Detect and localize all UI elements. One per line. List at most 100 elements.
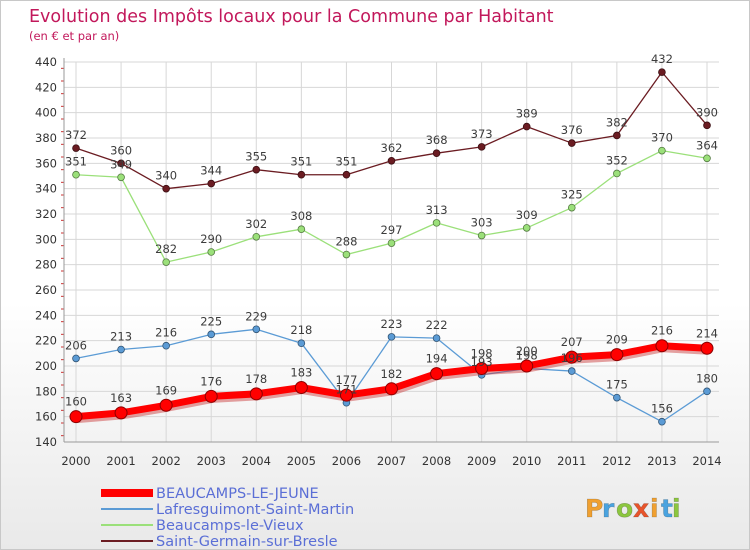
data-point [477, 143, 486, 151]
logo-letter: t [661, 494, 673, 523]
logo-letter: P [585, 494, 603, 523]
data-point [252, 325, 261, 334]
data-label: 352 [606, 153, 628, 167]
data-label: 216 [155, 326, 177, 340]
data-point [700, 341, 714, 355]
y-tick-label: 200 [35, 359, 57, 373]
x-tick-label: 2002 [152, 454, 181, 468]
chart-title: Evolution des Impôts locaux pour la Comm… [29, 7, 554, 27]
data-label: 206 [65, 338, 87, 352]
data-point [522, 122, 531, 131]
data-label: 290 [200, 232, 222, 246]
logo-letter: o [616, 494, 633, 523]
data-label: 288 [335, 235, 357, 249]
data-label: 340 [155, 169, 177, 183]
x-tick-label: 2014 [692, 454, 721, 468]
data-point [613, 169, 621, 178]
data-label: 351 [65, 155, 87, 169]
data-point [117, 345, 125, 354]
data-label: 303 [471, 216, 493, 230]
data-label: 313 [426, 203, 448, 217]
data-point [339, 388, 353, 402]
data-label: 182 [381, 367, 403, 381]
data-label: 370 [651, 131, 673, 145]
legend-label: Beaucamps-le-Vieux [156, 518, 304, 534]
y-tick-label: 420 [35, 80, 57, 94]
data-point [342, 250, 351, 259]
data-point [567, 203, 576, 212]
data-label: 360 [110, 143, 132, 157]
data-label: 302 [245, 217, 267, 231]
x-tick-label: 2008 [422, 454, 451, 468]
y-tick-label: 160 [35, 410, 57, 424]
data-point [432, 334, 441, 342]
y-tick-label: 280 [35, 258, 57, 272]
data-label: 297 [381, 223, 403, 237]
legend-label: BEAUCAMPS-LE-JEUNE [156, 486, 319, 502]
data-label: 169 [155, 383, 177, 397]
chart-subtitle: (en € et par an) [29, 29, 119, 43]
data-point [430, 367, 444, 381]
data-point [204, 389, 218, 403]
y-tick-label: 240 [35, 308, 57, 322]
data-point [613, 393, 621, 402]
data-label: 229 [245, 309, 267, 323]
y-tick-label: 440 [35, 55, 57, 69]
data-point [297, 339, 306, 348]
data-point [297, 225, 306, 234]
data-point [475, 362, 489, 376]
data-point [69, 410, 83, 424]
data-label: 209 [606, 333, 628, 347]
legend: BEAUCAMPS-LE-JEUNELafresguimont-Saint-Ma… [101, 486, 354, 549]
x-tick-label: 2006 [332, 454, 361, 468]
data-label: 308 [290, 209, 312, 223]
data-point [658, 417, 666, 426]
data-point [522, 224, 531, 232]
data-label: 178 [245, 372, 267, 386]
y-tick-label: 220 [35, 334, 57, 348]
x-tick-label: 2004 [242, 454, 271, 468]
x-tick-label: 2011 [557, 454, 586, 468]
data-point [655, 339, 669, 353]
data-point [162, 184, 170, 193]
data-label: 193 [471, 355, 493, 369]
data-point [252, 233, 261, 241]
data-label: 160 [65, 395, 87, 409]
data-point [567, 139, 576, 147]
data-label: 344 [200, 164, 222, 178]
data-label: 214 [696, 326, 718, 340]
data-label: 218 [290, 323, 312, 337]
grid-layer [64, 61, 719, 443]
data-label: 175 [606, 378, 628, 392]
x-tick-label: 2001 [106, 454, 135, 468]
data-label: 373 [471, 127, 493, 141]
data-point [117, 159, 125, 168]
data-label: 376 [561, 123, 583, 137]
data-point [477, 231, 486, 240]
data-point [520, 359, 534, 373]
legend-label: Saint-Germain-sur-Bresle [156, 534, 338, 549]
data-point [703, 387, 711, 396]
data-point [565, 350, 579, 364]
data-label: 213 [110, 330, 132, 344]
data-label: 432 [651, 52, 673, 66]
data-label: 390 [696, 105, 718, 119]
data-label: 216 [651, 324, 673, 338]
data-label: 156 [651, 402, 673, 416]
x-tick-label: 2005 [287, 454, 316, 468]
y-tick-label: 360 [35, 156, 57, 170]
data-label: 180 [696, 371, 718, 385]
data-point [162, 341, 170, 350]
y-tick-label: 300 [35, 232, 57, 246]
y-tick-label: 180 [35, 384, 57, 398]
data-label: 351 [335, 155, 357, 169]
y-tick-label: 380 [35, 131, 57, 145]
data-label: 171 [335, 383, 357, 397]
data-point [117, 173, 125, 182]
y-tick-label: 320 [35, 207, 57, 221]
data-label: 389 [516, 107, 538, 121]
axis-layer: 140 160 180 200 220 240 260 280 300 320 340 360 380 4… [35, 55, 722, 468]
data-point [249, 387, 263, 401]
